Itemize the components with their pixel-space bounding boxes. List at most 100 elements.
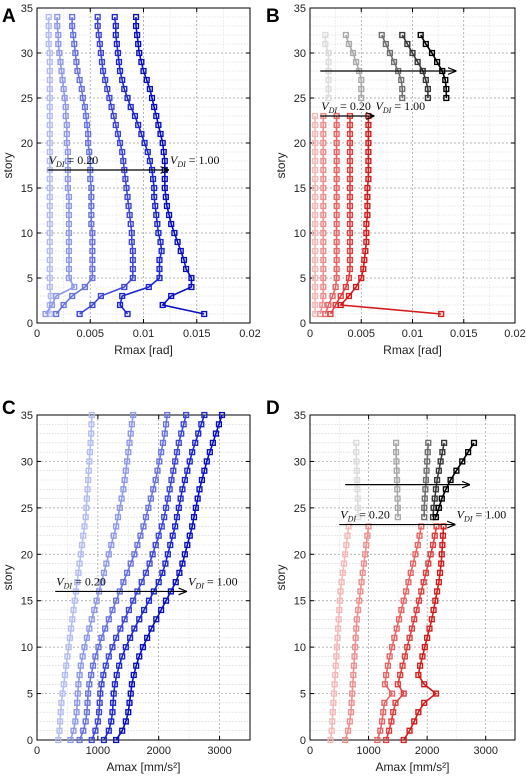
y-tick-label: 0 — [300, 735, 306, 747]
series-10 — [417, 31, 450, 102]
data-marker — [172, 458, 179, 465]
data-marker — [328, 727, 335, 734]
data-marker — [112, 31, 119, 39]
series-6 — [353, 439, 362, 521]
data-marker — [109, 644, 116, 651]
data-marker — [344, 727, 352, 734]
x-tick-label: 3000 — [207, 745, 231, 757]
data-marker — [422, 569, 430, 576]
data-marker — [325, 76, 332, 84]
data-marker — [346, 247, 354, 255]
data-marker — [399, 662, 406, 669]
series-7 — [393, 439, 401, 521]
data-marker — [346, 220, 354, 228]
vdi-label-low: VDI = 0.20 — [56, 574, 106, 590]
data-marker — [383, 671, 390, 679]
data-marker — [459, 458, 466, 465]
x-axis-label: Amax [mm/s²] — [376, 760, 450, 774]
data-marker — [86, 148, 93, 156]
data-marker — [394, 681, 401, 688]
data-marker — [76, 310, 83, 318]
data-marker — [105, 551, 112, 558]
x-tick-label: 0.01 — [133, 328, 154, 340]
data-marker — [399, 94, 406, 102]
y-axis-label: story — [274, 564, 288, 590]
data-marker — [407, 569, 414, 576]
data-marker — [63, 130, 70, 138]
data-marker — [320, 247, 327, 255]
data-marker — [320, 265, 327, 273]
data-marker — [465, 449, 472, 456]
data-marker — [156, 458, 163, 465]
data-marker — [435, 467, 442, 474]
x-tick-label: 0.005 — [76, 328, 104, 340]
data-marker — [312, 256, 319, 264]
data-marker — [206, 449, 213, 456]
y-axis-label: story — [1, 564, 15, 590]
data-marker — [105, 727, 112, 734]
data-marker — [106, 94, 113, 102]
data-marker — [71, 40, 78, 48]
data-marker — [89, 247, 96, 255]
data-marker — [149, 175, 157, 183]
data-marker — [438, 495, 445, 502]
data-marker — [432, 690, 440, 697]
data-marker — [113, 736, 120, 744]
data-marker — [78, 541, 86, 549]
data-marker — [439, 532, 447, 539]
data-marker — [431, 495, 438, 502]
data-marker — [360, 560, 367, 567]
data-marker — [388, 644, 396, 651]
data-marker — [158, 523, 165, 530]
data-marker — [142, 514, 150, 521]
data-marker — [320, 148, 327, 156]
data-marker — [54, 22, 61, 30]
data-marker — [74, 579, 81, 586]
y-tick-label: 25 — [294, 93, 306, 105]
data-marker — [100, 736, 108, 744]
series-line — [403, 526, 445, 741]
data-marker — [105, 616, 112, 623]
data-marker — [131, 625, 138, 632]
data-marker — [320, 220, 327, 228]
data-marker — [70, 606, 77, 614]
data-marker — [342, 283, 349, 291]
data-marker — [438, 310, 445, 318]
data-marker — [173, 449, 181, 456]
data-marker — [170, 467, 177, 474]
data-marker — [67, 625, 75, 632]
data-marker — [160, 148, 167, 156]
data-marker — [419, 653, 426, 660]
data-marker — [151, 103, 158, 111]
vdi-label-low: VDI = 0.20 — [340, 508, 390, 524]
data-marker — [215, 421, 223, 428]
data-marker — [198, 476, 206, 484]
data-marker — [128, 238, 135, 246]
data-marker — [119, 653, 126, 660]
data-marker — [312, 157, 319, 165]
data-marker — [95, 709, 103, 716]
data-marker — [99, 67, 107, 75]
data-marker — [414, 58, 421, 66]
data-marker — [122, 644, 129, 651]
data-marker — [338, 579, 345, 586]
data-marker — [333, 229, 340, 237]
data-marker — [164, 551, 171, 558]
series-6 — [322, 31, 332, 102]
data-marker — [386, 653, 393, 660]
data-marker — [439, 449, 446, 456]
data-marker — [393, 449, 400, 456]
data-marker — [156, 256, 163, 264]
data-marker — [53, 310, 60, 318]
data-marker — [109, 709, 116, 716]
data-marker — [322, 31, 329, 39]
data-marker — [95, 644, 102, 651]
data-marker — [65, 229, 73, 237]
data-marker — [195, 430, 202, 437]
data-marker — [96, 40, 103, 48]
data-marker — [129, 274, 136, 282]
data-marker — [109, 699, 117, 706]
data-marker — [157, 130, 164, 138]
data-marker — [409, 49, 416, 57]
data-marker — [119, 292, 126, 300]
